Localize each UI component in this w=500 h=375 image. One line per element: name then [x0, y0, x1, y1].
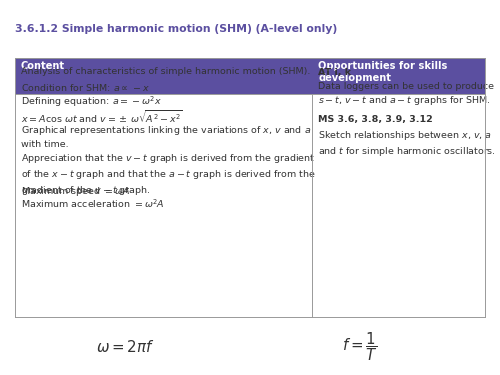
Text: Maximum acceleration $= \omega^2 A$: Maximum acceleration $= \omega^2 A$ — [21, 197, 165, 210]
Text: Appreciation that the $v - t$ graph is derived from the gradient
of the $x - t$ : Appreciation that the $v - t$ graph is d… — [21, 152, 316, 197]
Text: Condition for SHM: $a \propto\,-x$: Condition for SHM: $a \propto\,-x$ — [21, 82, 150, 93]
Text: Sketch relationships between $x$, $v$, $a$
and $t$ for simple harmonic oscillato: Sketch relationships between $x$, $v$, $… — [318, 129, 496, 158]
Text: AT i, k: AT i, k — [318, 68, 351, 76]
Text: Data loggers can be used to produce
$s - t$, $v - t$ and $a - t$ graphs for SHM.: Data loggers can be used to produce $s -… — [318, 82, 494, 107]
Text: Graphical representations linking the variations of $x$, $v$ and $a$
with time.: Graphical representations linking the va… — [21, 124, 311, 149]
Text: MS 3.6, 3.8, 3.9, 3.12: MS 3.6, 3.8, 3.9, 3.12 — [318, 115, 433, 124]
Text: 3.6.1.2 Simple harmonic motion (SHM) (A-level only): 3.6.1.2 Simple harmonic motion (SHM) (A-… — [15, 24, 337, 34]
Text: $\omega = 2\pi f$: $\omega = 2\pi f$ — [96, 339, 154, 355]
Text: $f = \dfrac{1}{T}$: $f = \dfrac{1}{T}$ — [342, 330, 378, 363]
Text: Analysis of characteristics of simple harmonic motion (SHM).: Analysis of characteristics of simple ha… — [21, 68, 310, 76]
Text: $x = A\cos\,\omega t$ and $v = \pm\,\omega\sqrt{A^2 - x^2}$: $x = A\cos\,\omega t$ and $v = \pm\,\ome… — [21, 109, 183, 126]
Text: Opportunities for skills
development: Opportunities for skills development — [318, 61, 448, 83]
Text: Defining equation: $a = -\omega^2 x$: Defining equation: $a = -\omega^2 x$ — [21, 94, 162, 109]
Text: Maximum speed $= \omega A$: Maximum speed $= \omega A$ — [21, 184, 130, 198]
Bar — [15, 58, 485, 94]
Text: Content: Content — [21, 61, 65, 71]
